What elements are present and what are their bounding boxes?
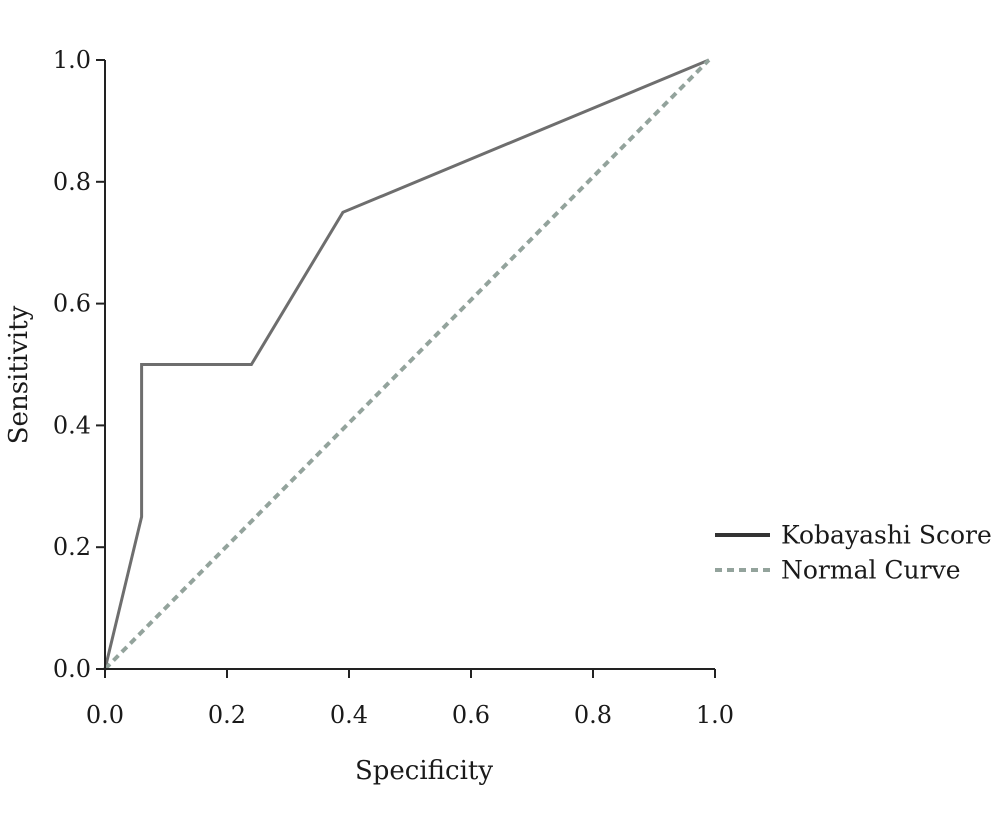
y-tick-label: 0.8 bbox=[53, 168, 91, 196]
y-tick-label: 0.0 bbox=[53, 655, 91, 683]
x-tick-label: 0.6 bbox=[452, 701, 490, 729]
y-tick-label: 0.6 bbox=[53, 290, 91, 318]
x-tick-label: 0.2 bbox=[208, 701, 246, 729]
x-tick-label: 1.0 bbox=[696, 701, 734, 729]
tick-labels: 0.0 0.2 0.4 0.6 0.8 1.0 0.0 0.2 0.4 0.6 0.8 1.0 bbox=[53, 46, 734, 729]
plot-lines bbox=[103, 58, 711, 671]
axes bbox=[96, 59, 716, 678]
y-tick-label: 0.4 bbox=[53, 411, 91, 439]
y-tick-label: 0.2 bbox=[53, 533, 91, 561]
x-tick-label: 0.8 bbox=[574, 701, 612, 729]
y-axis-title: Sensitivity bbox=[4, 305, 34, 444]
x-axis-title: Specificity bbox=[355, 756, 493, 786]
legend-label-kobayashi-score: Kobayashi Score bbox=[781, 521, 992, 550]
series-line-kobayashi-score bbox=[103, 58, 710, 670]
x-tick-label: 0.0 bbox=[86, 701, 124, 729]
series-line-normal-curve bbox=[103, 58, 711, 671]
y-tick-label: 1.0 bbox=[53, 46, 91, 74]
legend: Kobayashi Score Normal Curve bbox=[715, 521, 992, 585]
legend-label-normal-curve: Normal Curve bbox=[781, 556, 961, 585]
x-tick-label: 0.4 bbox=[330, 701, 368, 729]
